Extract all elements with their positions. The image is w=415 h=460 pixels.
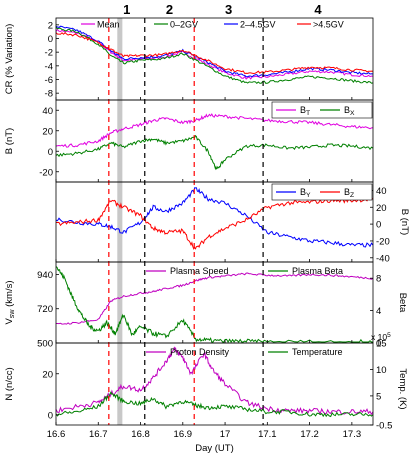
y-tick-label: 2 — [48, 20, 53, 31]
y-tick-label: 0 — [48, 147, 53, 158]
phase-label: 1 — [123, 2, 130, 17]
y-axis-label-cr: CR (% Variation) — [4, 24, 15, 95]
series-line-cr-2 — [55, 25, 374, 78]
text-layer: 20-2-4-6-8CR (% Variation) Mean 0–2GV 2–4.5… — [4, 2, 410, 454]
y-tick-label-right: 15 — [376, 339, 387, 350]
y-tick-label: 940 — [37, 270, 53, 281]
panel-frame-cr — [55, 17, 374, 101]
series-line-cr-0 — [55, 28, 373, 80]
legend-label-cr: Mean — [97, 20, 120, 30]
y-axis-label-bt: B (nT) — [4, 128, 15, 154]
x-tick-label: 16.7 — [89, 429, 108, 440]
y-tick-label: 720 — [37, 304, 53, 315]
series-line-bt-0 — [55, 113, 374, 148]
y-tick-label-right: -0.5 — [376, 421, 392, 432]
y-tick-label-right: -40 — [376, 253, 390, 264]
axes-layer — [55, 17, 374, 426]
phase-label: 3 — [225, 2, 232, 17]
y-axis-label-right-speed_beta: Beta — [397, 293, 408, 313]
y-tick-label: 0 — [48, 34, 53, 45]
y-axis-label-density_temp: N (n/cc) — [4, 367, 15, 400]
shaded-interval-band — [117, 18, 123, 425]
phase-label: 4 — [314, 2, 322, 17]
series-line-density_temp-0 — [55, 346, 374, 416]
y-tick-label: -2 — [45, 48, 53, 59]
series-line-speed_beta-1 — [55, 266, 373, 344]
y-tick-label: -4 — [45, 61, 53, 72]
legend-label-cr: 2–4.5GV — [240, 20, 276, 30]
dashed-lines — [108, 18, 264, 425]
legend-label-bt: BT — [300, 105, 310, 117]
y-tick-label-right: 20 — [376, 203, 387, 214]
shaded-interval — [117, 18, 123, 425]
series-line-byz-1 — [55, 196, 373, 250]
y-tick-label: 40 — [42, 106, 53, 117]
x-tick-label: 16.9 — [174, 429, 193, 440]
y-axis-label-right-byz: B (nT) — [399, 209, 410, 235]
y-tick-label-right: 0 — [376, 339, 381, 350]
y-tick-label: 20 — [42, 369, 53, 380]
y-tick-label: -8 — [45, 89, 53, 100]
x-tick-label: 17 — [220, 429, 231, 440]
y-tick-label-right: 5 — [376, 391, 381, 402]
x-tick-label: 16.8 — [131, 429, 150, 440]
series-line-bt-1 — [55, 134, 374, 171]
legend-label-byz: BY — [300, 187, 311, 199]
legend-label-bt: BX — [344, 105, 355, 117]
y-axis-label-speed_beta: Vsw (km/s) — [4, 280, 16, 324]
series-line-density_temp-1 — [55, 391, 374, 418]
y-tick-label-right: 4 — [376, 306, 381, 317]
series-line-cr-1 — [55, 26, 374, 84]
y-tick-label-right: -20 — [376, 236, 390, 247]
y-tick-label-right: 10 — [376, 365, 387, 376]
legend-label-byz: BZ — [344, 187, 354, 199]
panel-frame-density_temp — [55, 342, 374, 426]
y-tick-label-right: 40 — [376, 186, 387, 197]
x-tick-label: 16.6 — [47, 429, 66, 440]
y-tick-label-right: 8 — [376, 274, 381, 285]
x-tick-label: 17.3 — [343, 429, 362, 440]
legend-label-density_temp: Proton Density — [170, 347, 230, 357]
y-tick-label: -6 — [45, 75, 53, 86]
x-tick-label: 17.2 — [300, 429, 319, 440]
y-tick-label: 20 — [42, 126, 53, 137]
series-line-cr-3 — [55, 32, 374, 75]
y-tick-label-right: 0 — [376, 220, 381, 231]
legend-label-cr: >4.5GV — [313, 20, 344, 30]
series-line-speed_beta-0 — [56, 272, 374, 325]
y-tick-label: 0 — [48, 410, 53, 421]
y-axis-label-right-density_temp: Temp. (K) — [397, 368, 408, 409]
phase-label: 2 — [166, 2, 173, 17]
legend-label-speed_beta: Plasma Speed — [170, 266, 229, 276]
legend-label-speed_beta: Plasma Beta — [292, 266, 343, 276]
series-layer — [55, 25, 374, 418]
y-tick-label: 500 — [37, 339, 53, 350]
x-tick-label: 17.1 — [258, 429, 277, 440]
legend-label-cr: 0–2GV — [170, 20, 198, 30]
x-axis-label: Day (UT) — [195, 443, 234, 454]
legend-label-density_temp: Temperature — [292, 347, 343, 357]
right-axis-exponent: x 105 — [371, 332, 391, 342]
y-tick-label: -20 — [39, 167, 53, 178]
series-line-byz-0 — [55, 187, 374, 248]
